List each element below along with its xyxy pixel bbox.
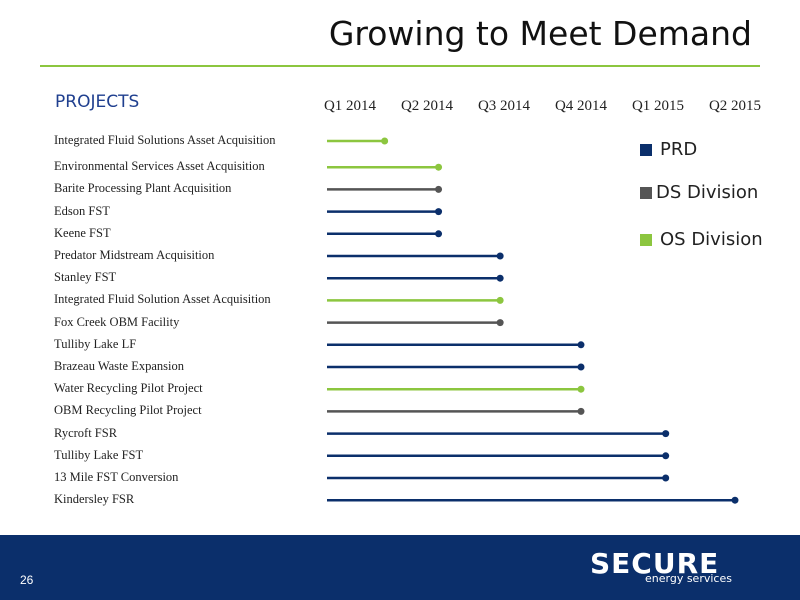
project-label: Barite Processing Plant Acquisition xyxy=(54,181,232,196)
title-divider xyxy=(40,65,760,67)
quarter-label: Q2 2015 xyxy=(708,98,762,114)
project-label: Keene FST xyxy=(54,225,111,240)
section-title: PROJECTS xyxy=(55,92,140,112)
project-end-marker xyxy=(496,296,504,304)
logo-tagline: energy services xyxy=(645,572,732,585)
project-end-marker xyxy=(435,163,443,171)
project-label: Environmental Services Asset Acquisition xyxy=(54,159,265,174)
page-number: 26 xyxy=(20,573,34,587)
quarter-label: Q1 2015 xyxy=(631,98,685,114)
project-label: Fox Creek OBM Facility xyxy=(54,314,180,329)
project-label: Water Recycling Pilot Project xyxy=(54,381,203,396)
project-end-marker xyxy=(577,385,585,393)
project-end-marker xyxy=(496,319,504,327)
legend-label: OS Division xyxy=(660,229,763,250)
timeline-chart xyxy=(327,137,739,504)
project-end-marker xyxy=(435,230,443,238)
project-label: Rycroft FSR xyxy=(54,425,118,440)
footer-bar xyxy=(0,535,800,600)
project-label: Brazeau Waste Expansion xyxy=(54,359,184,373)
project-label: Tulliby Lake FST xyxy=(54,447,144,462)
project-label: 13 Mile FST Conversion xyxy=(54,470,179,484)
quarter-label: Q4 2014 xyxy=(554,98,608,114)
project-end-marker xyxy=(435,208,443,216)
project-end-marker xyxy=(662,430,670,438)
project-end-marker xyxy=(381,137,389,145)
project-end-marker xyxy=(577,407,585,415)
slide-title: Growing to Meet Demand xyxy=(328,14,752,53)
project-label: Kindersley FSR xyxy=(54,492,135,507)
project-end-marker xyxy=(731,496,739,504)
legend-label: PRD xyxy=(660,139,698,160)
project-label: Predator Midstream Acquisition xyxy=(54,248,215,262)
project-end-marker xyxy=(496,252,504,260)
project-end-marker xyxy=(662,474,670,482)
project-end-marker xyxy=(496,274,504,282)
legend-swatch xyxy=(640,234,652,246)
project-label: Integrated Fluid Solutions Asset Acquisi… xyxy=(54,133,276,147)
project-end-marker xyxy=(435,185,443,193)
quarter-label: Q2 2014 xyxy=(400,98,454,114)
project-end-marker xyxy=(577,341,585,349)
quarter-label: Q1 2014 xyxy=(323,98,377,114)
project-label: Stanley FST xyxy=(54,270,117,285)
quarter-label: Q3 2014 xyxy=(477,98,531,114)
legend-label: DS Division xyxy=(656,182,759,203)
project-label: Integrated Fluid Solution Asset Acquisit… xyxy=(54,292,271,307)
company-logo: SECURE xyxy=(590,547,720,580)
project-end-marker xyxy=(662,452,670,460)
project-label: OBM Recycling Pilot Project xyxy=(54,403,202,418)
project-end-marker xyxy=(577,363,585,371)
project-label: Tulliby Lake LF xyxy=(54,336,137,351)
legend-swatch xyxy=(640,187,652,199)
legend-swatch xyxy=(640,144,652,156)
project-label: Edson FST xyxy=(54,203,110,218)
